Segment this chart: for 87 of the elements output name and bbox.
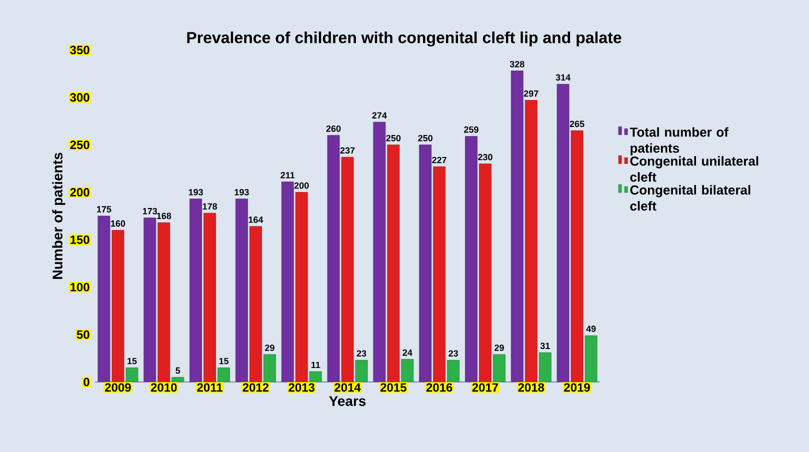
bar xyxy=(447,360,460,382)
data-label: 168 xyxy=(156,212,172,220)
y-tick-label: 250 xyxy=(70,140,90,150)
x-tick-label: 2010 xyxy=(150,383,177,392)
data-label: 227 xyxy=(432,156,446,164)
bar xyxy=(556,84,570,382)
bar xyxy=(373,122,386,382)
bar xyxy=(401,359,414,382)
bar xyxy=(465,136,478,382)
y-tick-label: 100 xyxy=(70,282,90,292)
data-label: 314 xyxy=(556,74,570,81)
bar xyxy=(281,182,294,382)
data-label: 193 xyxy=(234,188,249,196)
data-label: 23 xyxy=(356,350,366,357)
data-label: 164 xyxy=(248,216,264,223)
bar xyxy=(479,164,492,382)
bar xyxy=(218,368,230,382)
bar xyxy=(235,198,248,382)
x-tick-label: 2011 xyxy=(197,383,222,392)
bar xyxy=(433,166,446,382)
x-tick-label: 2016 xyxy=(426,383,452,392)
data-label: 49 xyxy=(586,326,596,332)
x-tick-label: 2017 xyxy=(472,383,498,392)
data-label: 24 xyxy=(402,349,412,356)
data-label: 274 xyxy=(372,112,387,119)
data-label: 237 xyxy=(340,147,355,154)
bar xyxy=(98,216,110,382)
y-axis-title: Number of patients xyxy=(52,152,66,279)
bar xyxy=(204,212,216,382)
bar xyxy=(144,218,156,382)
data-label: 31 xyxy=(540,342,550,350)
bar xyxy=(158,222,170,382)
y-tick-label: 150 xyxy=(70,235,90,244)
bar xyxy=(538,352,552,382)
x-tick-label: 2013 xyxy=(288,383,315,392)
bar xyxy=(524,100,538,382)
data-label: 230 xyxy=(478,154,492,160)
data-label: 200 xyxy=(294,182,309,189)
bar xyxy=(341,156,354,382)
y-tick-label: 200 xyxy=(70,188,90,197)
data-label: 23 xyxy=(448,350,458,357)
data-label: 15 xyxy=(128,358,137,364)
x-tick-label: 2019 xyxy=(564,383,590,392)
data-label: 11 xyxy=(311,362,320,368)
x-tick-label: 2009 xyxy=(105,383,131,392)
bar xyxy=(112,230,124,382)
data-label: 297 xyxy=(524,90,538,97)
data-label: 260 xyxy=(326,125,341,132)
y-tick-label: 350 xyxy=(70,46,90,54)
bar xyxy=(419,144,432,382)
legend-label: Congenital bilateral cleft xyxy=(630,185,750,211)
x-tick-label: 2012 xyxy=(242,383,269,392)
data-label: 5 xyxy=(176,367,180,374)
x-axis-title: Years xyxy=(329,396,366,406)
y-tick-label: 50 xyxy=(76,330,90,339)
bar xyxy=(190,198,202,382)
bar xyxy=(570,130,584,382)
legend-label: Congenital unilateral cleft xyxy=(630,156,758,182)
data-label: 29 xyxy=(264,344,274,351)
data-label: 265 xyxy=(570,120,584,128)
data-label: 29 xyxy=(494,344,504,351)
data-label: 160 xyxy=(111,220,126,227)
data-label: 328 xyxy=(510,60,524,68)
data-label: 193 xyxy=(188,188,203,196)
data-label: 15 xyxy=(219,358,229,364)
bar xyxy=(295,192,308,382)
y-tick-label: 0 xyxy=(84,378,90,386)
data-label: 173 xyxy=(142,208,158,214)
x-tick-label: 2014 xyxy=(334,383,361,392)
data-label: 250 xyxy=(386,134,401,142)
chart-title: Prevalence of children with congenital cleft lip and palate xyxy=(187,32,622,46)
data-label: 250 xyxy=(418,134,432,142)
bar xyxy=(249,226,262,382)
data-label: 211 xyxy=(280,172,295,178)
legend-label: Total number of patients xyxy=(630,127,728,156)
y-tick-label: 300 xyxy=(70,93,90,102)
bar xyxy=(584,335,598,382)
bar xyxy=(327,135,340,382)
bar xyxy=(493,354,506,382)
bar xyxy=(263,354,276,382)
x-tick-label: 2018 xyxy=(518,383,544,392)
x-tick-label: 2015 xyxy=(380,383,406,392)
bar xyxy=(387,144,400,382)
data-label: 175 xyxy=(97,206,112,212)
data-label: 259 xyxy=(464,126,478,133)
bar xyxy=(510,70,524,382)
data-label: 178 xyxy=(202,203,218,210)
